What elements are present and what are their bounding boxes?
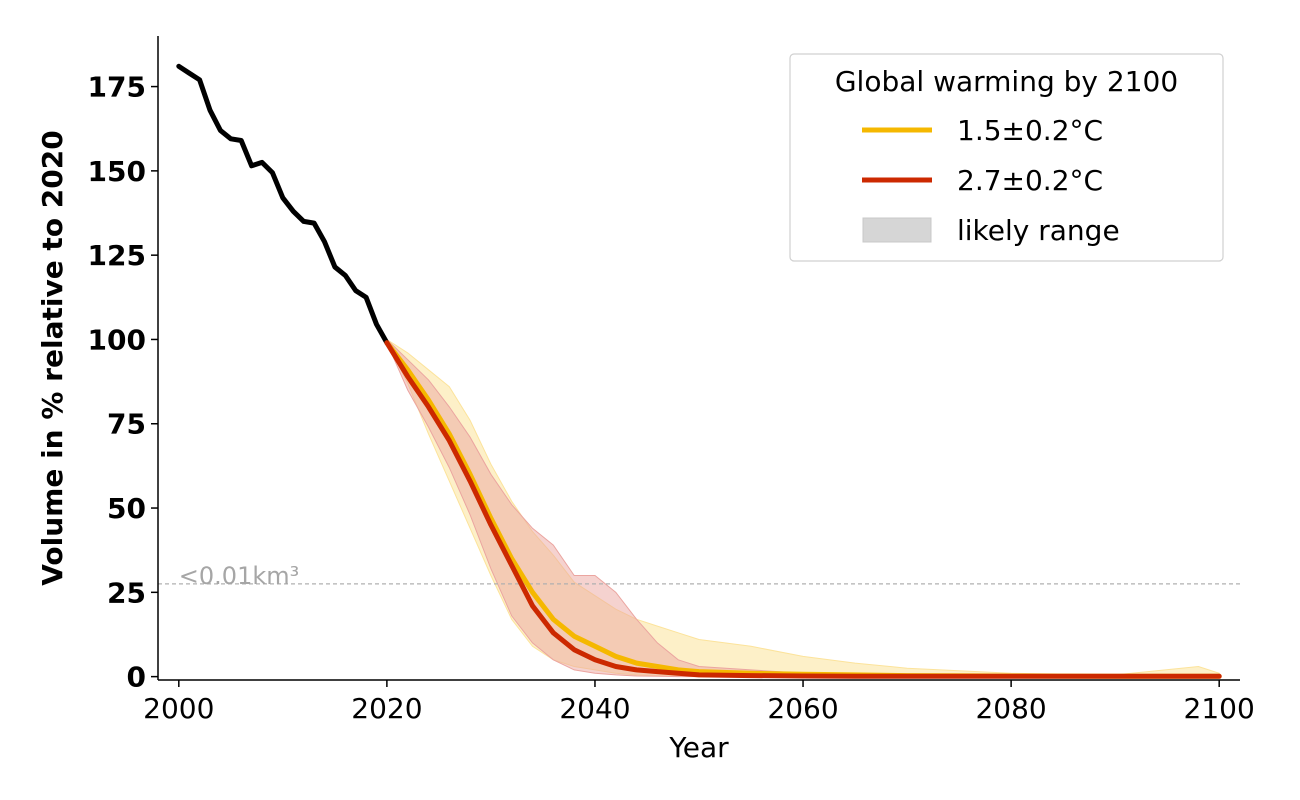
- y-tick-label: 175: [88, 71, 146, 104]
- y-tick-label: 0: [127, 661, 146, 694]
- y-tick-label: 125: [88, 239, 146, 272]
- legend-swatch-2: [862, 217, 932, 243]
- y-axis-label: Volume in % relative to 2020: [36, 130, 69, 585]
- x-tick-label: 2040: [559, 692, 630, 725]
- legend-entries: 1.5±0.2°C 2.7±0.2°C likely range: [862, 114, 1120, 247]
- x-tick-label: 2000: [143, 692, 214, 725]
- likely-range-bands: [386, 338, 1220, 678]
- y-ticks: 0 25 50 75 100 125 150 175: [88, 71, 158, 694]
- historical-line: [176, 63, 390, 346]
- legend-label-2: likely range: [957, 214, 1120, 247]
- x-tick-label: 2080: [975, 692, 1046, 725]
- x-ticks: 2000 2020 2040 2060 2080 2100: [143, 680, 1255, 725]
- series-lines: [176, 63, 1222, 679]
- legend: Global warming by 2100 1.5±0.2°C 2.7±0.2°…: [789, 53, 1224, 262]
- y-tick-label: 75: [107, 408, 146, 441]
- axes: [157, 36, 1240, 681]
- x-axis-label: Year: [668, 731, 729, 764]
- legend-title: Global warming by 2100: [835, 65, 1178, 98]
- legend-label-0: 1.5±0.2°C: [957, 114, 1103, 147]
- likely-range-band-1: [386, 338, 1220, 678]
- y-tick-label: 100: [88, 323, 146, 356]
- y-tick-label: 50: [107, 492, 146, 525]
- legend-box: [789, 53, 1224, 262]
- y-tick-label: 150: [88, 155, 146, 188]
- x-tick-label: 2100: [1184, 692, 1255, 725]
- y-tick-label: 25: [107, 576, 146, 609]
- x-tick-label: 2060: [767, 692, 838, 725]
- threshold-label: <0.01km³: [179, 562, 299, 590]
- threshold-group: <0.01km³: [158, 562, 1240, 590]
- series-line-1: [384, 340, 1222, 679]
- legend-label-1: 2.7±0.2°C: [957, 164, 1103, 197]
- x-tick-label: 2020: [351, 692, 422, 725]
